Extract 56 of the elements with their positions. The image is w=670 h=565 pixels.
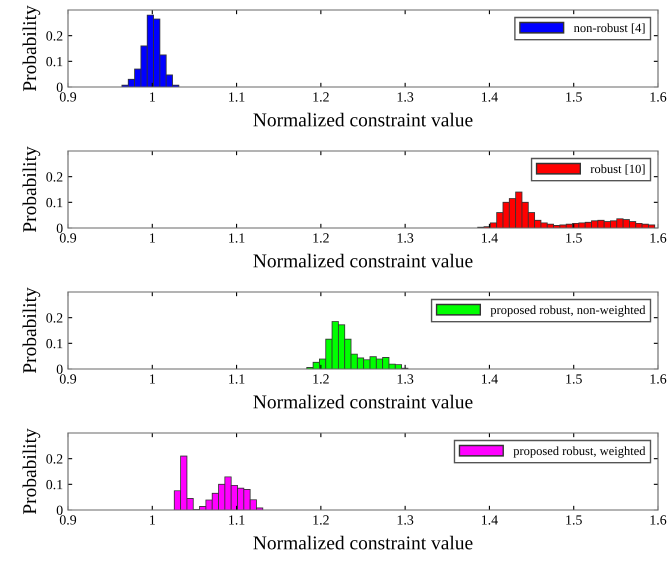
y-axis-title: Probability <box>22 146 40 232</box>
y-tick-label: 0.1 <box>46 56 62 66</box>
x-tick-label: 0.9 <box>60 92 76 102</box>
x-tick-label: 1.6 <box>650 92 666 102</box>
x-tick-label: 1.1 <box>229 92 244 102</box>
x-tick-label: 1.2 <box>313 92 329 102</box>
y-axis-title: Probability <box>22 5 40 92</box>
x-tick-label: 1.4 <box>482 515 498 525</box>
x-tick-label: 1 <box>150 233 155 242</box>
x-tick-label: 1 <box>150 92 155 102</box>
y-tick-label: 0.2 <box>46 454 62 464</box>
y-tick-label: 0.2 <box>46 313 62 323</box>
x-tick-label: 1.5 <box>566 374 582 384</box>
x-axis-title: Normalized constraint value <box>253 394 472 408</box>
x-tick-label: 1.6 <box>650 515 666 525</box>
x-tick-label: 1.4 <box>482 374 498 384</box>
x-tick-label: 1.2 <box>313 233 329 243</box>
x-tick-label: 1.6 <box>650 374 666 384</box>
y-tick-label: 0.2 <box>46 172 62 182</box>
x-tick-label: 1 <box>150 374 155 384</box>
y-axis-title: Probability <box>22 287 40 374</box>
x-tick-label: 1.2 <box>313 374 329 384</box>
x-axis-title: Normalized constraint value <box>253 112 472 126</box>
y-tick-label: 0.1 <box>46 480 62 490</box>
y-tick-label: 0 <box>56 224 63 233</box>
y-tick-label: 0.1 <box>46 338 62 348</box>
y-tick-label: 0.2 <box>46 31 62 41</box>
x-tick-label: 1.3 <box>398 233 414 243</box>
y-tick-label: 0.1 <box>46 198 62 208</box>
x-tick-label: 1.3 <box>398 515 414 525</box>
legend-label: proposed robust, non-weighted <box>490 305 646 317</box>
x-tick-label: 1.5 <box>566 92 582 102</box>
x-tick-label: 0.9 <box>60 233 76 243</box>
x-tick-label: 1.2 <box>313 515 329 525</box>
x-tick-label: 1.4 <box>482 233 498 243</box>
x-tick-label: 1.1 <box>229 374 244 384</box>
y-tick-label: 0 <box>56 82 63 92</box>
x-tick-label: 0.9 <box>60 374 76 384</box>
y-tick-label: 0 <box>56 506 63 515</box>
x-tick-label: 1.1 <box>229 515 244 525</box>
x-axis-title: Normalized constraint value <box>253 254 472 268</box>
x-tick-label: 1.1 <box>229 233 244 243</box>
y-tick-label: 0 <box>56 364 63 374</box>
x-tick-label: 1.3 <box>398 92 414 102</box>
legend-label: proposed robust, weighted <box>513 446 646 458</box>
x-tick-label: 1.5 <box>566 515 582 525</box>
legend-label: non-robust [4] <box>574 23 645 34</box>
x-axis-title: Normalized constraint value <box>253 536 472 550</box>
x-tick-label: 1.6 <box>650 233 666 243</box>
x-tick-label: 1.5 <box>566 233 582 243</box>
x-tick-label: 1 <box>150 515 155 524</box>
y-axis-title: Probability <box>22 428 40 514</box>
x-tick-label: 1.4 <box>482 92 498 102</box>
legend-label: robust [10] <box>590 164 645 175</box>
x-tick-label: 1.3 <box>398 374 414 384</box>
x-tick-label: 0.9 <box>60 515 76 525</box>
